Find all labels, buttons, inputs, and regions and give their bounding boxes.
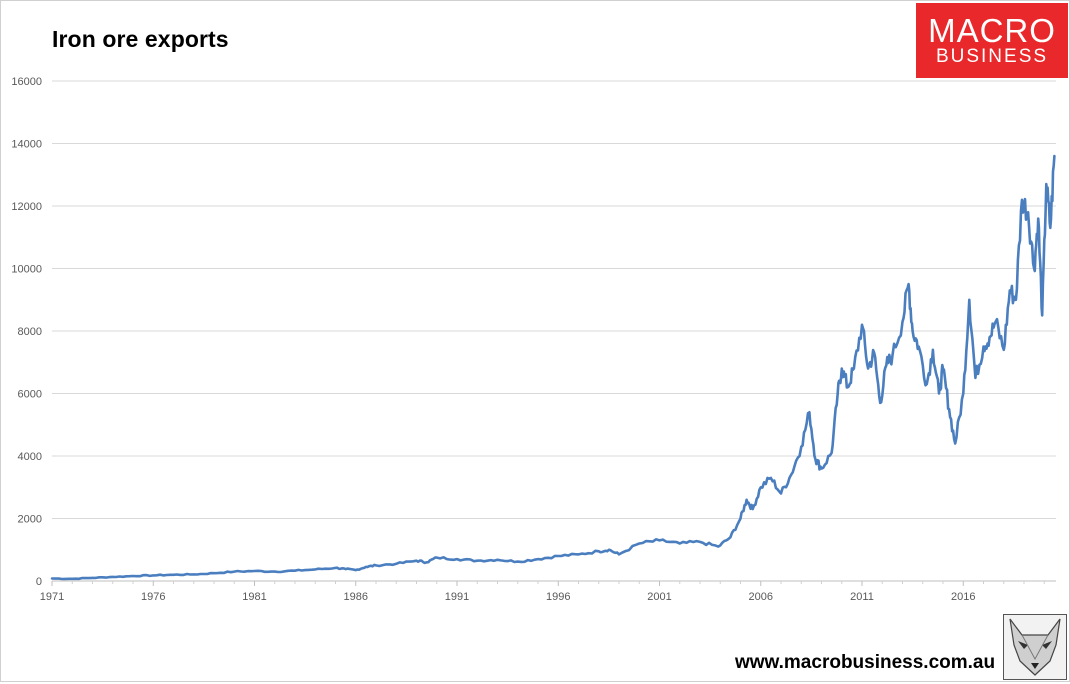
x-tick-label-1981: 1981 <box>242 591 266 603</box>
x-tick-label-2006: 2006 <box>749 591 773 603</box>
y-tick-label-12000: 12000 <box>11 201 42 213</box>
y-tick-label-0: 0 <box>36 576 42 588</box>
x-tick-label-2001: 2001 <box>647 591 671 603</box>
y-tick-label-6000: 6000 <box>18 389 42 401</box>
x-tick-label-1986: 1986 <box>344 591 368 603</box>
chart-title: Iron ore exports <box>52 26 229 52</box>
y-tick-label-14000: 14000 <box>11 139 42 151</box>
y-tick-label-16000: 16000 <box>11 76 42 88</box>
x-tick-label-1971: 1971 <box>40 591 64 603</box>
y-tick-label-8000: 8000 <box>18 326 42 338</box>
y-tick-label-10000: 10000 <box>11 264 42 276</box>
logo-line-2: BUSINESS <box>935 46 1049 67</box>
y-tick-label-2000: 2000 <box>18 514 42 526</box>
macrobusiness-logo: MACRO BUSINESS <box>916 3 1068 78</box>
y-tick-label-4000: 4000 <box>18 451 42 463</box>
x-tick-label-2016: 2016 <box>951 591 975 603</box>
fox-mascot-icon <box>1003 614 1067 680</box>
x-tick-label-1976: 1976 <box>141 591 165 603</box>
x-tick-label-2011: 2011 <box>850 591 874 603</box>
logo-line-1: MACRO <box>928 12 1056 49</box>
website-url: www.macrobusiness.com.au <box>735 652 996 673</box>
x-tick-label-1991: 1991 <box>445 591 469 603</box>
series-line-0 <box>50 154 1056 581</box>
x-tick-label-1996: 1996 <box>546 591 570 603</box>
